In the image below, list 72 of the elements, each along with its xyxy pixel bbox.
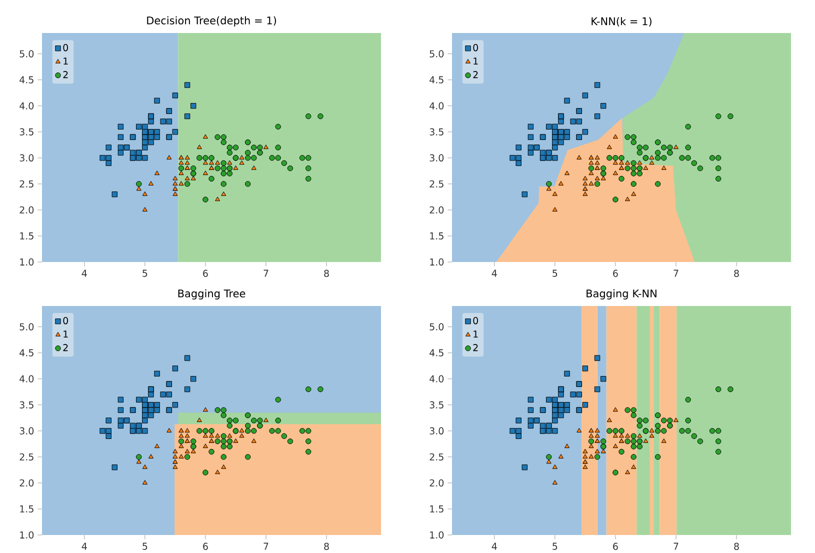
x-tick-label: 6: [613, 542, 618, 550]
y-tick-label: 5.0: [430, 323, 444, 330]
x-tick-label: 8: [324, 542, 329, 550]
legend-label: 0: [63, 44, 68, 52]
y-tick-label: 3.0: [20, 154, 34, 162]
x-tick-label: 5: [142, 270, 148, 277]
y-tick-label: 4.5: [430, 349, 444, 356]
y-tick-label: 1.0: [20, 258, 34, 266]
x-tick-label: 7: [674, 270, 678, 277]
y-tick-label: 5.0: [20, 323, 34, 330]
y-tick-label: 1.0: [430, 531, 444, 539]
y-tick-label: 2.5: [20, 180, 34, 188]
x-tick-label: 4: [82, 270, 87, 277]
y-tick-label: 2.5: [20, 453, 34, 461]
x-tick-label: 8: [734, 270, 739, 277]
y-tick-label: 2.0: [20, 206, 34, 214]
legend-label: 2: [63, 71, 68, 78]
y-tick-label: 1.5: [20, 232, 34, 240]
y-tick-label: 5.0: [20, 50, 34, 58]
legend-label: 2: [473, 71, 478, 78]
x-tick-label: 7: [674, 542, 678, 550]
legend-label: 2: [473, 344, 478, 352]
y-tick-label: 3.5: [430, 128, 444, 136]
y-tick-label: 4.0: [430, 375, 444, 382]
y-tick-label: 3.5: [20, 401, 34, 408]
x-tick-label: 4: [82, 542, 87, 550]
x-tick-label: 6: [203, 542, 208, 550]
y-tick-label: 3.5: [430, 401, 444, 408]
x-tick-label: 5: [552, 270, 558, 277]
x-tick-label: 4: [492, 542, 497, 550]
x-tick-label: 6: [203, 270, 208, 277]
legend-label: 1: [474, 330, 478, 338]
y-tick-label: 4.0: [20, 102, 34, 110]
y-tick-label: 4.5: [20, 76, 34, 84]
y-tick-label: 4.5: [430, 76, 444, 84]
x-tick-label: 5: [142, 542, 148, 550]
y-tick-label: 4.0: [20, 375, 34, 382]
y-tick-label: 3.0: [20, 427, 34, 434]
x-tick-label: 8: [734, 542, 739, 550]
y-tick-label: 4.5: [20, 349, 34, 356]
y-tick-label: 4.0: [430, 102, 444, 110]
x-tick-label: 7: [264, 542, 268, 550]
x-tick-label: 4: [492, 270, 497, 277]
x-tick-label: 7: [264, 270, 268, 277]
chart-title: K-NN(k = 1): [592, 17, 652, 26]
x-tick-label: 8: [324, 270, 329, 277]
y-tick-label: 1.5: [20, 505, 34, 512]
legend-label: 1: [64, 330, 68, 338]
legend-label: 0: [473, 317, 478, 324]
chart-title: Bagging Tree: [178, 289, 246, 300]
chart-title: Bagging K-NN: [586, 289, 656, 300]
y-tick-label: 1.0: [430, 258, 444, 266]
x-tick-label: 6: [613, 270, 618, 277]
y-tick-label: 2.5: [430, 453, 444, 461]
legend-label: 0: [473, 44, 478, 52]
y-tick-label: 2.0: [430, 206, 444, 214]
y-tick-label: 2.0: [20, 479, 34, 487]
y-tick-label: 2.5: [430, 180, 444, 188]
legend-label: 2: [63, 344, 68, 352]
x-tick-label: 5: [552, 542, 558, 550]
y-tick-label: 1.0: [20, 531, 34, 539]
y-tick-label: 2.0: [430, 479, 444, 487]
y-tick-label: 3.0: [430, 427, 444, 434]
y-tick-label: 3.5: [20, 128, 34, 136]
legend-label: 1: [474, 58, 478, 65]
y-tick-label: 1.5: [430, 505, 444, 512]
y-tick-label: 5.0: [430, 50, 444, 58]
legend-label: 0: [63, 317, 68, 324]
y-tick-label: 1.5: [430, 232, 444, 240]
y-tick-label: 3.0: [430, 154, 444, 162]
legend-label: 1: [64, 58, 68, 65]
chart-title: Decision Tree(depth = 1): [147, 16, 276, 26]
